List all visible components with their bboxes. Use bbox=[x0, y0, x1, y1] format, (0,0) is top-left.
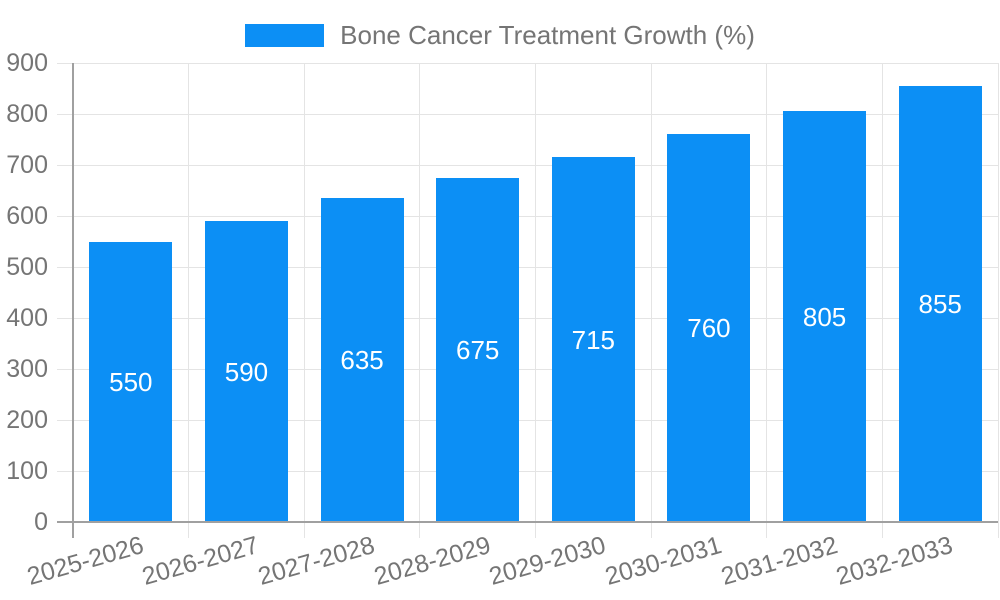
x-axis-tick bbox=[881, 522, 883, 538]
y-tick-label: 400 bbox=[6, 304, 48, 332]
y-tick-label: 100 bbox=[6, 457, 48, 485]
v-gridline bbox=[419, 63, 421, 522]
bar bbox=[551, 157, 635, 522]
x-axis-line bbox=[57, 521, 998, 523]
x-axis-tick bbox=[766, 522, 768, 538]
y-tick-label: 200 bbox=[6, 406, 48, 434]
bar-value-label: 715 bbox=[571, 324, 615, 355]
legend-label: Bone Cancer Treatment Growth (%) bbox=[340, 20, 755, 50]
x-axis-tick bbox=[535, 522, 536, 538]
y-tick-label: 500 bbox=[6, 253, 48, 281]
y-axis-tick bbox=[57, 62, 73, 64]
bar-value-label: 805 bbox=[802, 301, 847, 332]
y-tick-label: 900 bbox=[6, 49, 48, 77]
y-axis-tick bbox=[57, 113, 73, 115]
legend-swatch bbox=[245, 24, 325, 47]
bar bbox=[436, 177, 520, 522]
bar bbox=[89, 241, 173, 522]
y-axis-tick bbox=[57, 368, 73, 370]
v-gridline bbox=[535, 63, 536, 522]
bar bbox=[204, 221, 288, 522]
v-gridline bbox=[766, 63, 768, 522]
y-tick-label: 300 bbox=[6, 355, 48, 383]
x-axis-tick bbox=[419, 522, 421, 538]
bar bbox=[320, 198, 404, 522]
y-axis-tick bbox=[57, 470, 73, 472]
y-axis-tick bbox=[57, 317, 73, 319]
v-gridline bbox=[188, 63, 190, 522]
bar bbox=[898, 85, 982, 522]
y-tick-label: 0 bbox=[34, 508, 48, 536]
v-gridline bbox=[650, 63, 652, 522]
bar-value-label: 675 bbox=[455, 334, 500, 365]
bar-value-label: 635 bbox=[340, 345, 384, 376]
bar-value-label: 590 bbox=[224, 356, 269, 387]
v-gridline bbox=[881, 63, 883, 522]
bar-value-label: 760 bbox=[687, 313, 731, 344]
y-axis-tick bbox=[57, 266, 73, 268]
x-axis-tick bbox=[303, 522, 305, 538]
y-axis-tick bbox=[57, 164, 73, 166]
y-tick-label: 700 bbox=[6, 151, 48, 179]
legend-item[interactable]: Bone Cancer Treatment Growth (%) bbox=[0, 20, 1000, 51]
x-axis-tick bbox=[650, 522, 652, 538]
x-axis-tick bbox=[188, 522, 190, 538]
v-gridline bbox=[997, 63, 999, 522]
bar bbox=[667, 134, 751, 522]
y-axis-tick bbox=[57, 215, 73, 217]
x-axis-tick bbox=[997, 522, 999, 538]
bar-value-label: 550 bbox=[109, 366, 153, 397]
y-tick-label: 800 bbox=[6, 100, 48, 128]
y-axis-line bbox=[72, 63, 74, 538]
bar-value-label: 855 bbox=[918, 288, 962, 319]
bar bbox=[783, 111, 867, 522]
v-gridline bbox=[303, 63, 305, 522]
y-tick-label: 600 bbox=[6, 202, 48, 230]
y-axis-tick bbox=[57, 419, 73, 421]
